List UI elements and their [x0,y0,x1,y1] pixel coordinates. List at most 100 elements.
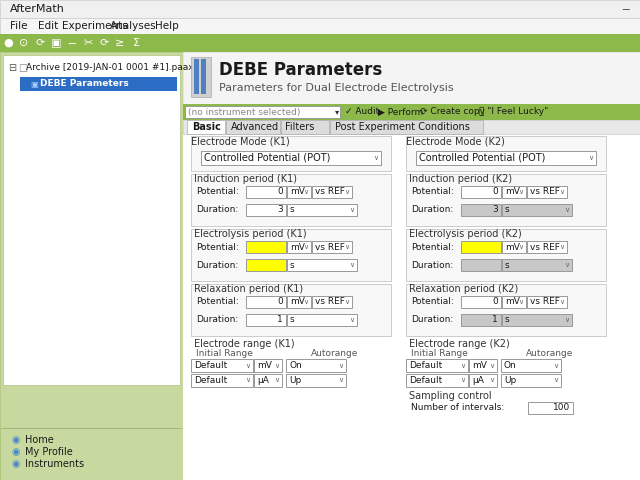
Text: 0: 0 [492,298,498,307]
Text: ◉: ◉ [12,459,20,469]
Text: s: s [505,205,509,215]
Bar [191,359,253,372]
Text: ∨: ∨ [518,244,524,250]
Text: s: s [505,315,509,324]
Text: ─: ─ [621,4,628,14]
Text: Default: Default [409,376,442,385]
Text: ∨: ∨ [559,244,564,250]
Text: Help: Help [155,21,179,31]
Text: mV: mV [290,188,305,196]
Bar [286,374,346,387]
Text: DEBE Parameters: DEBE Parameters [219,61,382,79]
Text: s: s [290,205,294,215]
Text: ∨: ∨ [518,189,524,195]
Bar [501,374,561,387]
Bar [528,402,573,414]
Text: Duration:: Duration: [411,205,453,215]
Text: Duration:: Duration: [411,315,453,324]
Text: ∨: ∨ [554,362,559,369]
Text: Parameters for Dual Electrode Electrolysis: Parameters for Dual Electrode Electrolys… [219,83,454,93]
Bar [287,314,357,326]
Text: ∨: ∨ [554,377,559,384]
Bar [406,136,606,171]
Text: AfterMath: AfterMath [10,4,65,14]
Text: mV: mV [290,242,305,252]
Text: Electrode Mode (K1): Electrode Mode (K1) [191,136,290,146]
Text: Default: Default [409,361,442,370]
Text: ▾: ▾ [335,108,339,117]
Bar [406,374,468,387]
Bar [406,359,468,372]
Text: Controlled Potential (POT): Controlled Potential (POT) [204,153,330,163]
Text: Electrode Mode (K2): Electrode Mode (K2) [406,136,505,146]
Text: ◉: ◉ [12,435,20,445]
Text: mV: mV [505,188,520,196]
Text: μA: μA [472,376,484,385]
Bar [246,186,286,198]
Bar [0,18,640,34]
Bar [191,136,391,171]
Text: ▣: ▣ [51,38,61,48]
Text: ∨: ∨ [460,377,465,384]
Text: □: □ [18,63,28,73]
Text: Instruments: Instruments [25,459,84,469]
Bar [225,120,280,134]
Bar [330,120,483,134]
Text: ⟳: ⟳ [35,38,45,48]
Text: vs REF: vs REF [315,298,345,307]
Text: Electrode range (K1): Electrode range (K1) [194,339,294,349]
Text: ✅ "I Feel Lucky": ✅ "I Feel Lucky" [479,108,548,117]
Bar [287,296,311,308]
Bar [469,359,497,372]
Bar [461,314,501,326]
Text: 0: 0 [277,188,283,196]
Text: Potential:: Potential: [411,298,454,307]
Text: Up: Up [504,376,516,385]
Text: ⟳: ⟳ [99,38,109,48]
Text: ∨: ∨ [344,189,349,195]
Bar [461,204,501,216]
Text: Duration:: Duration: [196,261,238,269]
Bar [183,52,640,104]
Bar [502,314,572,326]
Text: Experiments: Experiments [62,21,128,31]
Bar [416,151,596,165]
Text: Relaxation period (K1): Relaxation period (K1) [194,284,303,294]
Bar [246,314,286,326]
Text: DEBE Parameters: DEBE Parameters [40,80,129,88]
Bar [201,151,381,165]
Bar [254,359,282,372]
Bar [183,120,640,134]
Bar [183,52,640,480]
Text: 0: 0 [492,188,498,196]
Text: s: s [290,261,294,269]
Text: Default: Default [194,376,227,385]
Text: Initial Range: Initial Range [411,348,468,358]
Text: vs REF: vs REF [315,188,345,196]
Text: ∨: ∨ [490,377,495,384]
Text: ─: ─ [68,38,76,48]
Text: Autorange: Autorange [526,348,573,358]
Text: ∨: ∨ [588,155,593,161]
Bar [191,174,391,226]
Text: ▶ Perform: ▶ Perform [378,108,424,117]
Text: ∨: ∨ [245,377,251,384]
Bar [3,55,180,385]
Bar [501,359,561,372]
Bar [0,52,183,480]
Text: Archive [2019-JAN-01 0001 #1].paax: Archive [2019-JAN-01 0001 #1].paax [26,63,194,72]
Bar [312,186,352,198]
Text: vs REF: vs REF [530,298,560,307]
Text: ∨: ∨ [349,207,355,213]
Bar [502,204,572,216]
Bar [246,296,286,308]
Text: ∨: ∨ [339,362,344,369]
Bar [287,241,311,253]
Text: Potential:: Potential: [196,298,239,307]
Text: ∨: ∨ [344,244,349,250]
Text: ∨: ∨ [275,362,280,369]
Text: Advanced: Advanced [230,122,278,132]
Text: s: s [290,315,294,324]
Bar [502,259,572,271]
Bar [191,57,211,97]
